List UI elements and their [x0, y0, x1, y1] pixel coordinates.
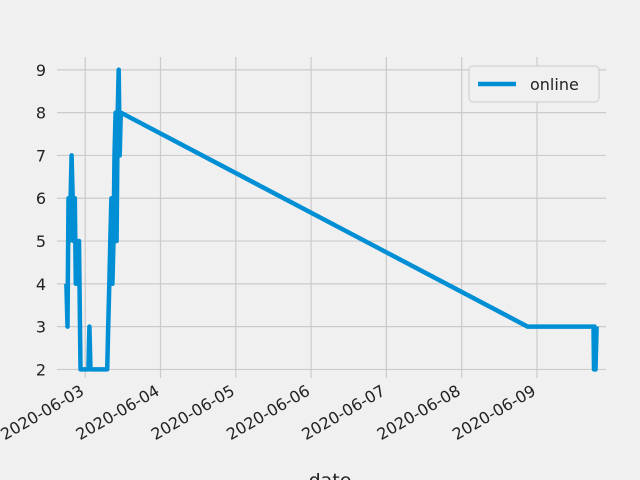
series-line-online [64, 67, 599, 372]
series-layer [64, 67, 599, 372]
y-tick-label: 8 [36, 104, 46, 123]
y-tick-label: 6 [36, 189, 46, 208]
legend: online [468, 65, 600, 103]
y-tick-label: 9 [36, 61, 46, 80]
legend-label-online: online [530, 75, 579, 94]
grid [57, 57, 606, 378]
y-tick-labels: 2 3 4 5 6 7 8 9 [36, 61, 46, 380]
x-axis-title: date [309, 470, 352, 480]
y-tick-label: 3 [36, 318, 46, 337]
legend-box [468, 65, 600, 103]
y-tick-label: 4 [36, 275, 46, 294]
y-tick-label: 7 [36, 146, 46, 165]
y-tick-label: 2 [36, 360, 46, 379]
y-tick-label: 5 [36, 232, 46, 251]
